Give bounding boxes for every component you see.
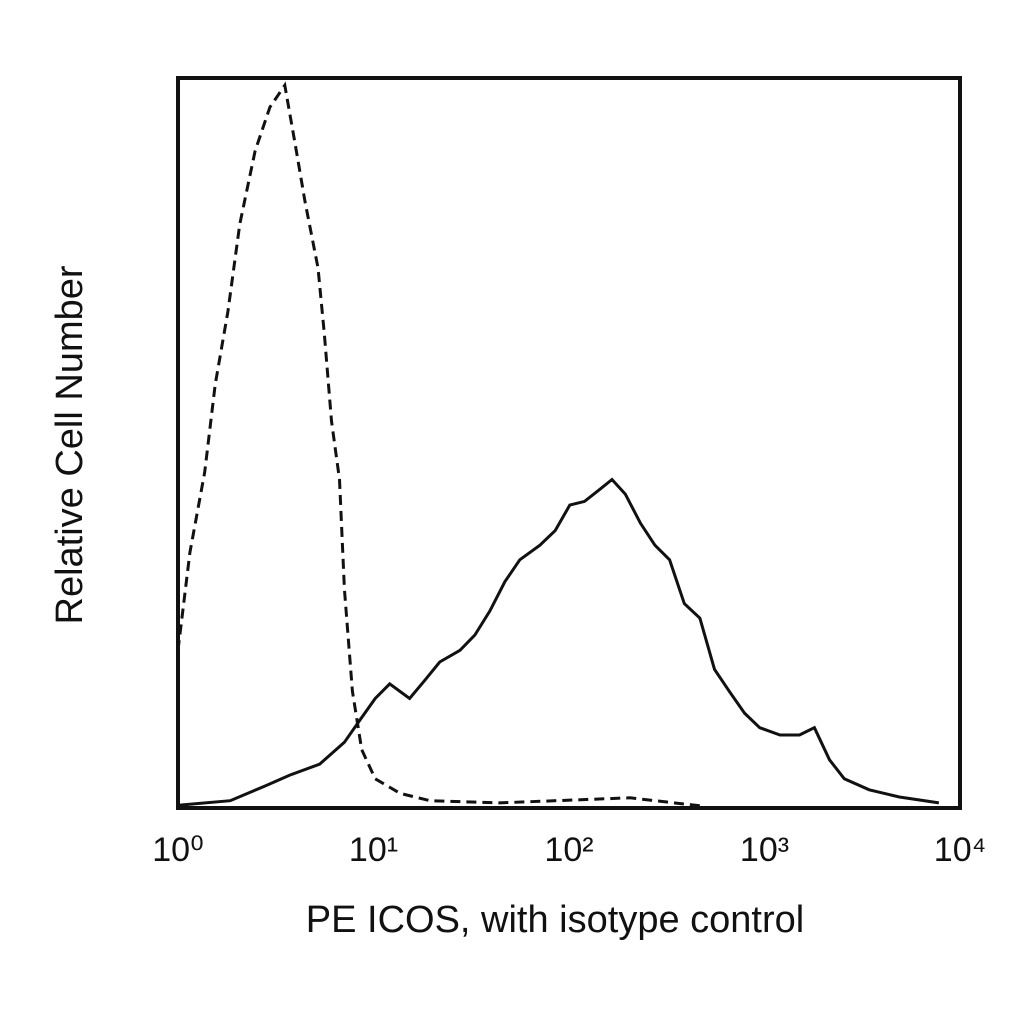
x-tick-label: 10¹: [349, 831, 398, 869]
histogram-line: [176, 81, 701, 808]
x-tick-label: 10³: [740, 831, 789, 869]
x-tick-label: 10⁴: [934, 831, 986, 869]
x-axis-label: PE ICOS, with isotype control: [306, 899, 804, 941]
plot-frame: [176, 76, 962, 810]
x-tick-label: 10⁰: [152, 831, 203, 869]
y-axis-label: Relative Cell Number: [49, 265, 91, 624]
histogram-line: [179, 477, 940, 807]
x-tick-label: 10²: [544, 831, 593, 869]
